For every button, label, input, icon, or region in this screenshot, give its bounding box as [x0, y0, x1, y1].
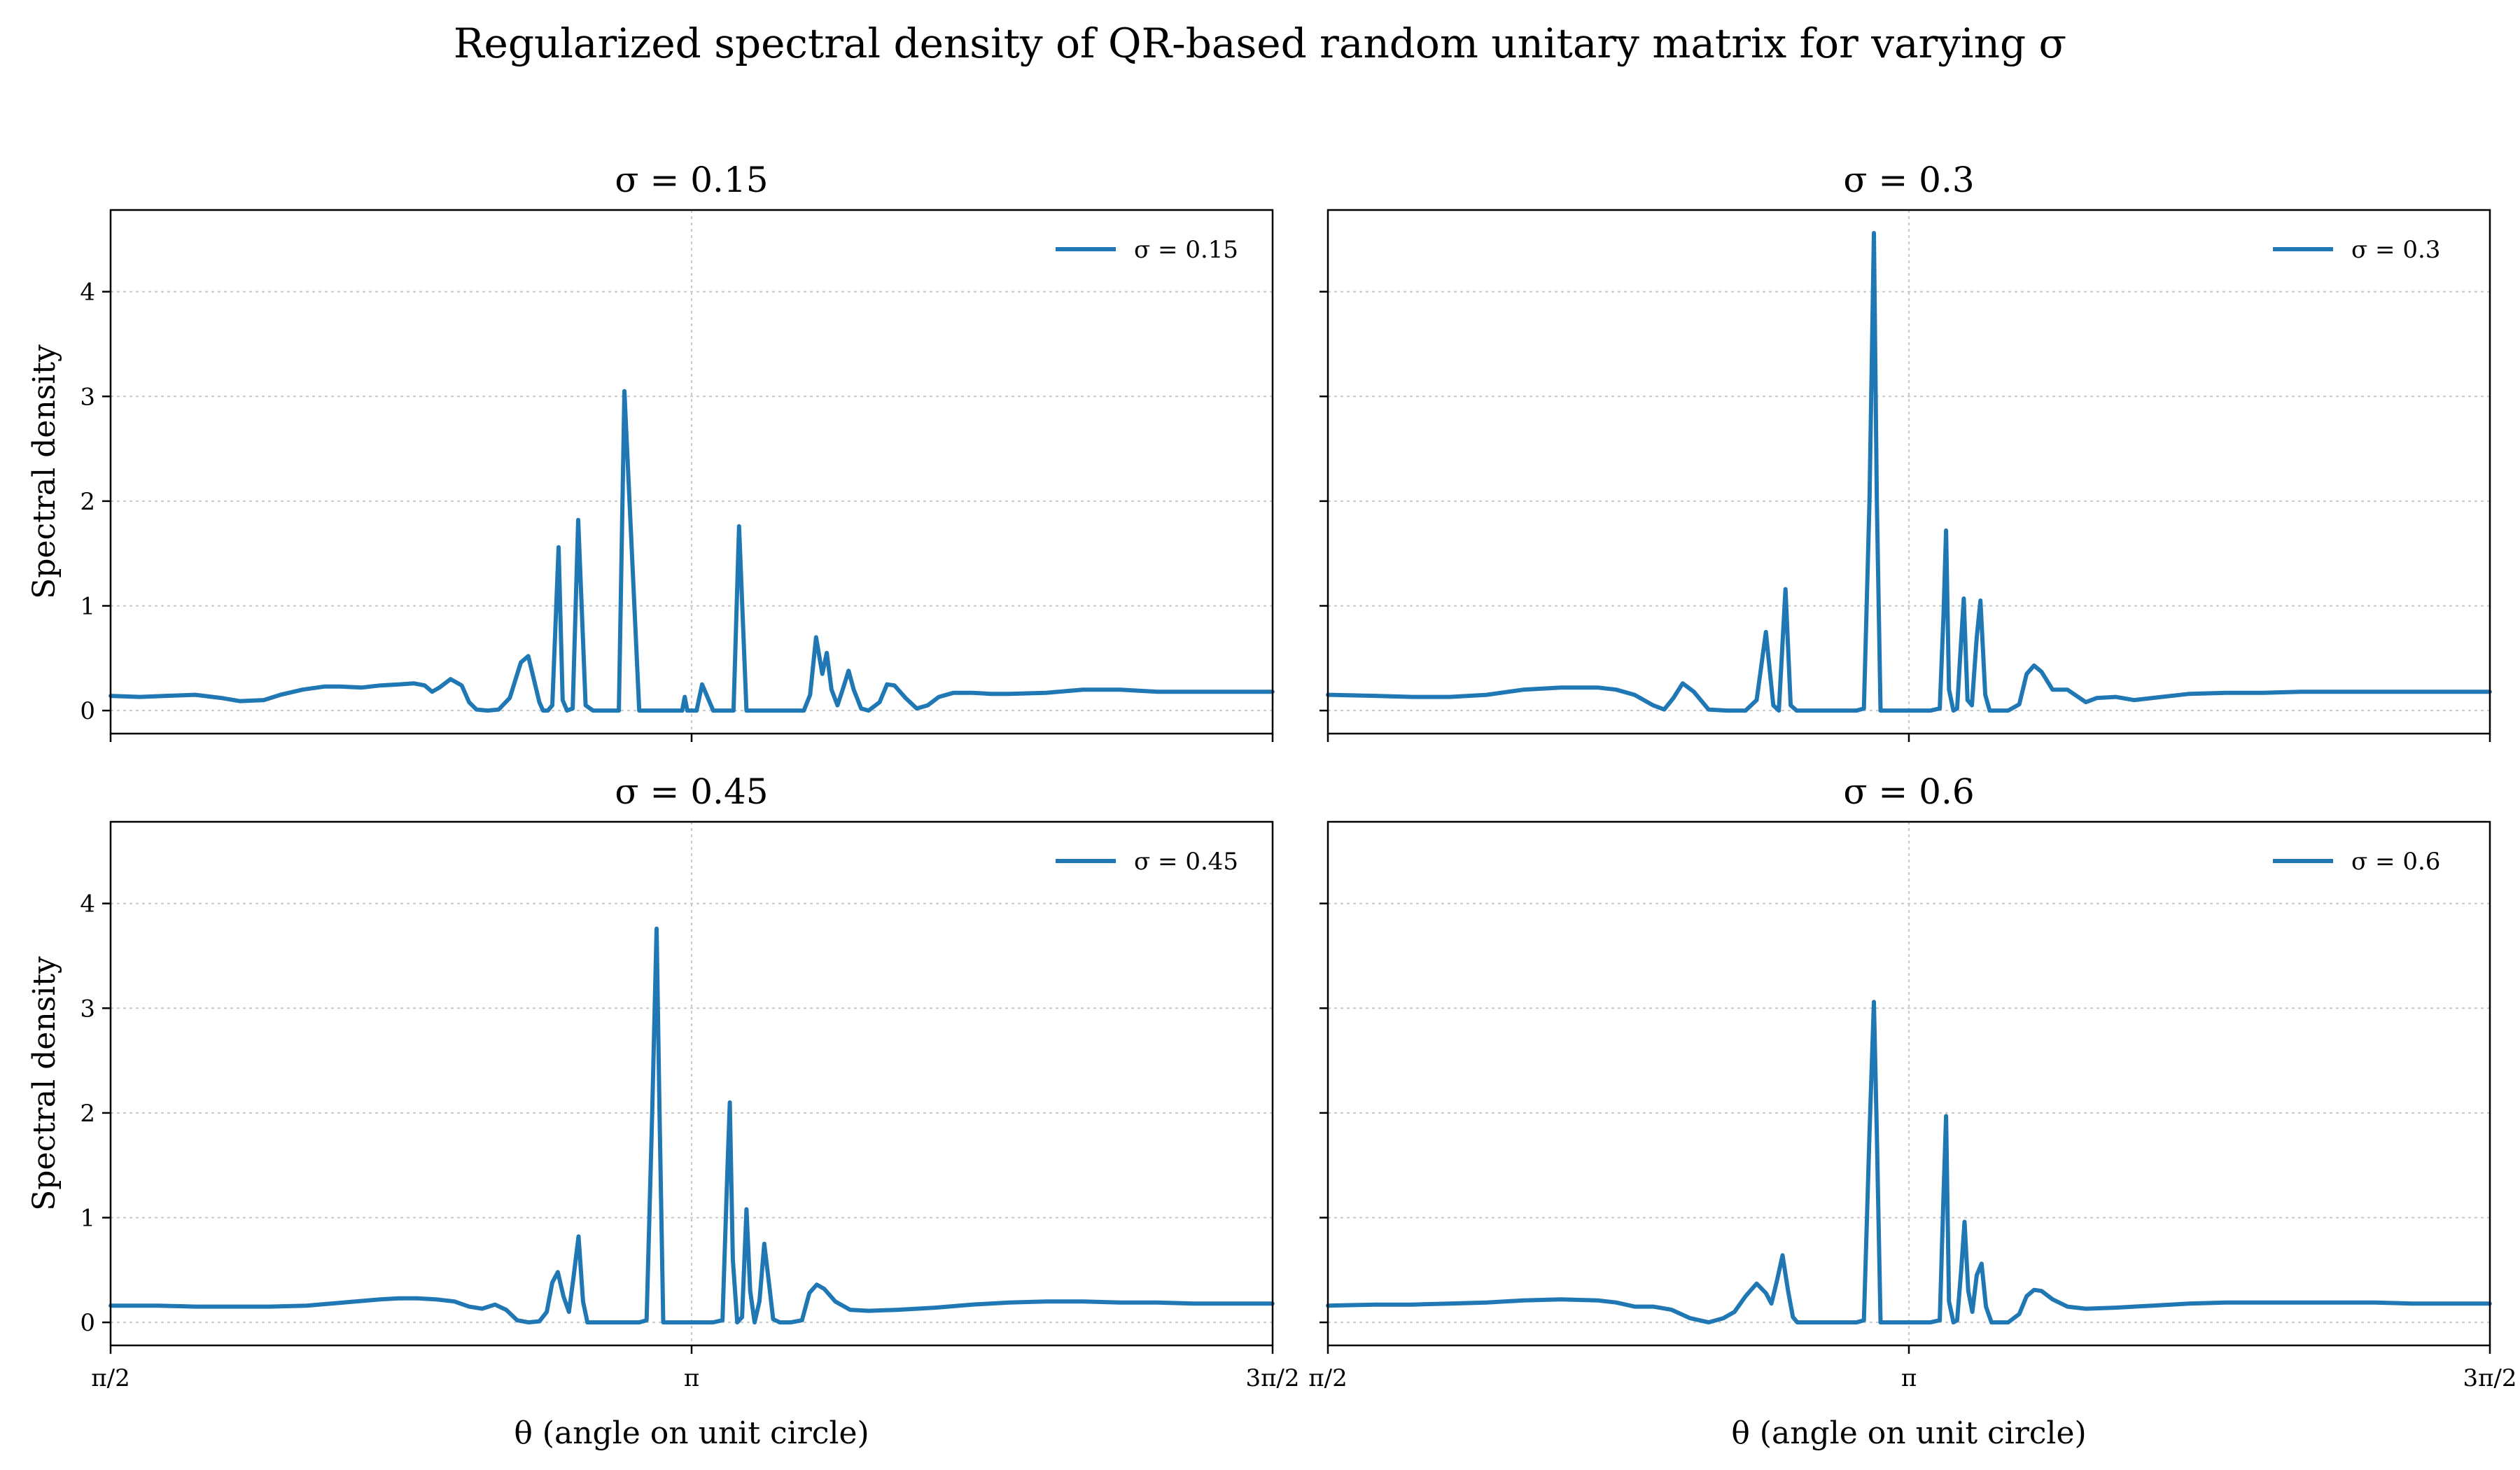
panel-title: σ = 0.15 [615, 160, 768, 200]
y-tick-label: 4 [80, 890, 95, 918]
x-tick-label: 3π/2 [2463, 1364, 2516, 1392]
y-tick-label: 3 [80, 995, 95, 1023]
x-tick-label: 3π/2 [1245, 1364, 1299, 1392]
panel-title: σ = 0.6 [1843, 771, 1974, 812]
series-line [1326, 1000, 2492, 1325]
legend-label: σ = 0.45 [1134, 848, 1238, 876]
x-axis-label: θ (angle on unit circle) [514, 1415, 869, 1451]
y-tick-label: 1 [80, 1204, 95, 1232]
panel-1: 0 1 2 3 4 σ = 0.15 Spectral density σ = 0.15 [27, 160, 1275, 742]
y-tick-label: 3 [80, 383, 95, 411]
x-axis-label: θ (angle on unit circle) [1731, 1415, 2086, 1451]
y-tick-label: 0 [80, 1309, 95, 1337]
x-tick-label: π/2 [91, 1364, 130, 1392]
panel-2: σ = 0.3 σ = 0.3 [1320, 160, 2492, 742]
x-tick-label: π [1901, 1364, 1917, 1392]
y-axis-label: Spectral density [27, 956, 62, 1211]
y-tick-label: 1 [80, 592, 95, 620]
series-line [1326, 230, 2492, 713]
x-tick-label: π [684, 1364, 699, 1392]
panel-4: π/2 π 3π/2 σ = 0.6 θ (angle on unit circle) σ… [1308, 771, 2516, 1451]
legend-label: σ = 0.3 [2351, 236, 2440, 264]
y-tick-label: 2 [80, 1100, 95, 1128]
y-tick-label: 4 [80, 279, 95, 307]
series-line [108, 926, 1275, 1325]
panel-title: σ = 0.3 [1843, 160, 1974, 200]
figure-title: Regularized spectral density of QR-based… [454, 20, 2066, 67]
y-axis-label: Spectral density [27, 344, 62, 599]
y-tick-label: 2 [80, 488, 95, 516]
x-tick-label: π/2 [1308, 1364, 1347, 1392]
y-tick-label: 0 [80, 697, 95, 725]
legend-label: σ = 0.15 [1134, 236, 1238, 264]
panel-3: 0 1 2 3 4 π/2 π 3π/2 σ = 0.45 Spectral density θ (… [27, 771, 1300, 1451]
legend-label: σ = 0.6 [2351, 848, 2440, 876]
panel-title: σ = 0.45 [615, 771, 768, 812]
series-line [108, 388, 1275, 713]
